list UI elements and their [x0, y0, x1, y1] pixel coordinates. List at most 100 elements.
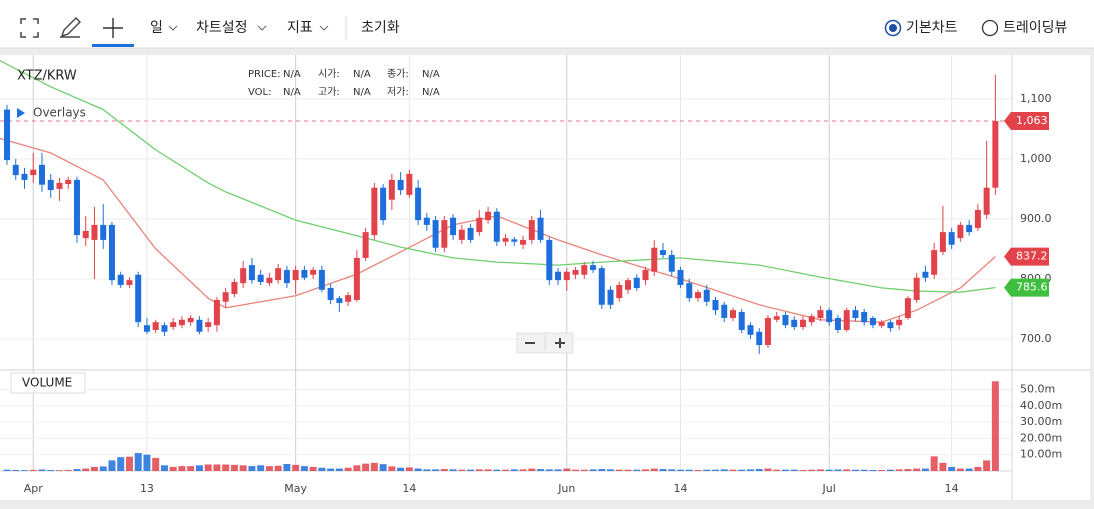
volume-label-box	[10, 372, 86, 394]
volume-tick-label: 50.0m	[1020, 382, 1055, 395]
x-tick-label: Apr	[24, 482, 44, 495]
candle-body	[231, 281, 238, 294]
candle-body	[397, 179, 404, 191]
candle-body	[38, 164, 45, 185]
volume-bar	[974, 466, 982, 471]
fullscreen-icon[interactable]	[20, 18, 39, 38]
candle-body	[450, 217, 457, 236]
volume-bar	[187, 466, 195, 471]
volume-tick-label: 40.00m	[1020, 399, 1062, 412]
volume-bar	[230, 464, 238, 471]
candle-body	[896, 319, 903, 326]
price-tag-label: 1,063	[1016, 114, 1048, 127]
info-value: N/A	[283, 87, 301, 98]
candle-body	[108, 224, 115, 281]
volume-bar	[615, 469, 623, 471]
candle-body	[520, 239, 527, 245]
overlays-toggle[interactable]	[17, 108, 25, 118]
volume-bar	[362, 463, 370, 471]
active-tool-indicator	[92, 44, 134, 47]
candle-body	[257, 274, 264, 282]
chevron	[257, 25, 267, 31]
volume-bar	[423, 469, 431, 471]
candle-body	[747, 325, 754, 335]
candle-body	[616, 284, 623, 299]
volume-bar	[659, 469, 667, 471]
x-tick-label: 14	[673, 482, 687, 495]
info-value: N/A	[422, 87, 440, 98]
volume-bar	[790, 469, 798, 471]
volume-bar	[746, 469, 754, 471]
candle-body	[178, 319, 185, 326]
volume-bar	[694, 470, 702, 471]
volume-bar	[738, 469, 746, 471]
volume-bar	[921, 468, 929, 471]
info-label: PRICE:	[248, 69, 281, 80]
volume-bar	[554, 469, 562, 471]
volume-bar	[38, 469, 46, 471]
candle-body	[939, 232, 946, 252]
candle-body	[957, 224, 964, 239]
chart-settings-menu[interactable]: 차트설정	[196, 20, 248, 36]
candle-body	[817, 310, 824, 318]
candle-body	[738, 311, 745, 330]
volume-bar	[195, 465, 203, 471]
info-label: 시가:	[318, 68, 340, 80]
x-tick-label: May	[284, 482, 307, 495]
interval-menu[interactable]: 일	[150, 20, 163, 36]
zoom-controls[interactable]	[516, 332, 574, 354]
candle-body	[808, 316, 815, 323]
volume-bar	[983, 460, 991, 471]
candle-body	[511, 239, 518, 242]
candle-body	[651, 247, 658, 272]
y-tick-label: 700.0	[1020, 332, 1052, 345]
volume-title: VOLUME	[22, 376, 72, 390]
candle-body	[974, 209, 981, 228]
candle-body	[476, 217, 483, 233]
volume-bar	[502, 469, 510, 471]
volume-bar	[274, 465, 282, 471]
volume-bar	[825, 469, 833, 471]
radio-label[interactable]: 트레이딩뷰	[1003, 20, 1068, 36]
volume-bar	[720, 469, 728, 471]
pencil-icon[interactable]	[60, 17, 81, 38]
candle-body	[30, 169, 37, 176]
volume-bar	[318, 467, 326, 471]
candle-body	[869, 317, 876, 326]
candle-body	[161, 325, 168, 332]
chevron	[168, 25, 178, 31]
candle-body	[310, 269, 317, 275]
symbol-title: XTZ/KRW	[17, 69, 77, 84]
reset-button[interactable]: 초기화	[361, 20, 400, 36]
candle-body	[301, 269, 308, 278]
volume-bar	[519, 469, 527, 471]
volume-bar	[344, 467, 352, 471]
radio-dot	[889, 24, 897, 32]
overlays-label[interactable]: Overlays	[33, 106, 86, 120]
candle-body	[283, 269, 290, 284]
x-tick-label: 14	[402, 482, 416, 495]
candle-body	[82, 230, 89, 239]
volume-bar	[213, 464, 221, 471]
volume-bar	[204, 464, 212, 471]
zoom-in[interactable]	[555, 338, 565, 348]
candle-body	[143, 325, 150, 332]
candle-body	[642, 269, 649, 281]
candle-body	[694, 292, 701, 299]
volume-bar	[703, 469, 711, 471]
candle-body	[607, 289, 614, 305]
radio[interactable]	[884, 19, 902, 37]
candle-body	[222, 292, 229, 302]
indicator-menu[interactable]: 지표	[287, 20, 313, 36]
volume-bar	[335, 468, 343, 471]
volume-bar	[510, 469, 518, 471]
volume-bar	[598, 469, 606, 471]
radio-label[interactable]: 기본차트	[906, 20, 958, 36]
volume-bar	[82, 468, 90, 471]
crosshair-icon[interactable]	[103, 18, 123, 38]
radio[interactable]	[981, 19, 999, 37]
candle-body	[21, 173, 28, 180]
volume-bar	[283, 463, 291, 471]
